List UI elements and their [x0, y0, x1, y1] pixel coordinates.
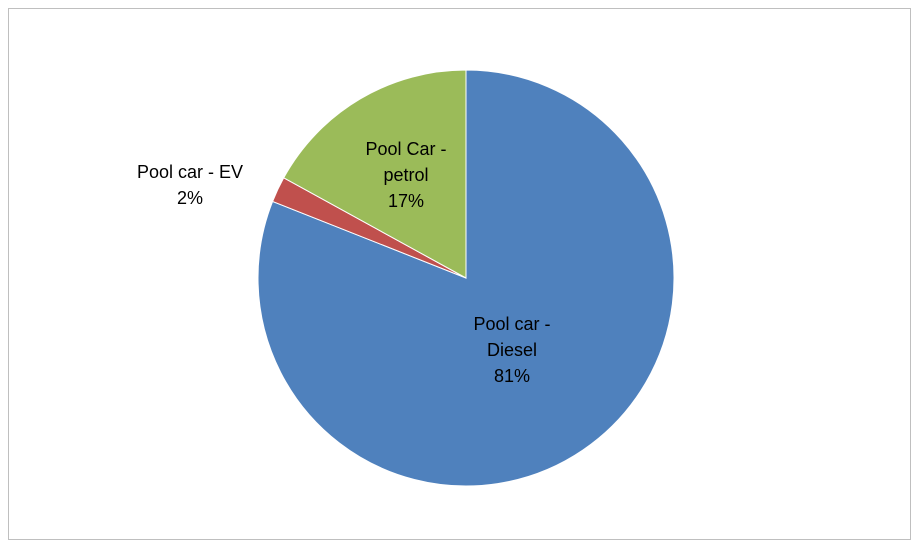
slice-label: Pool car - Diesel 81%: [457, 311, 567, 389]
slice-label: Pool Car - petrol 17%: [346, 136, 466, 214]
category-label: Pool car - Diesel: [473, 314, 551, 360]
pie-slice: [283, 69, 467, 279]
category-label: Pool car - EV: [136, 162, 244, 182]
slice-label: Pool car - EV 2%: [105, 159, 275, 211]
value-label: 17%: [387, 191, 425, 211]
value-label: 2%: [176, 188, 203, 208]
value-label: 81%: [493, 366, 531, 386]
category-label: Pool Car - petrol: [365, 139, 447, 185]
